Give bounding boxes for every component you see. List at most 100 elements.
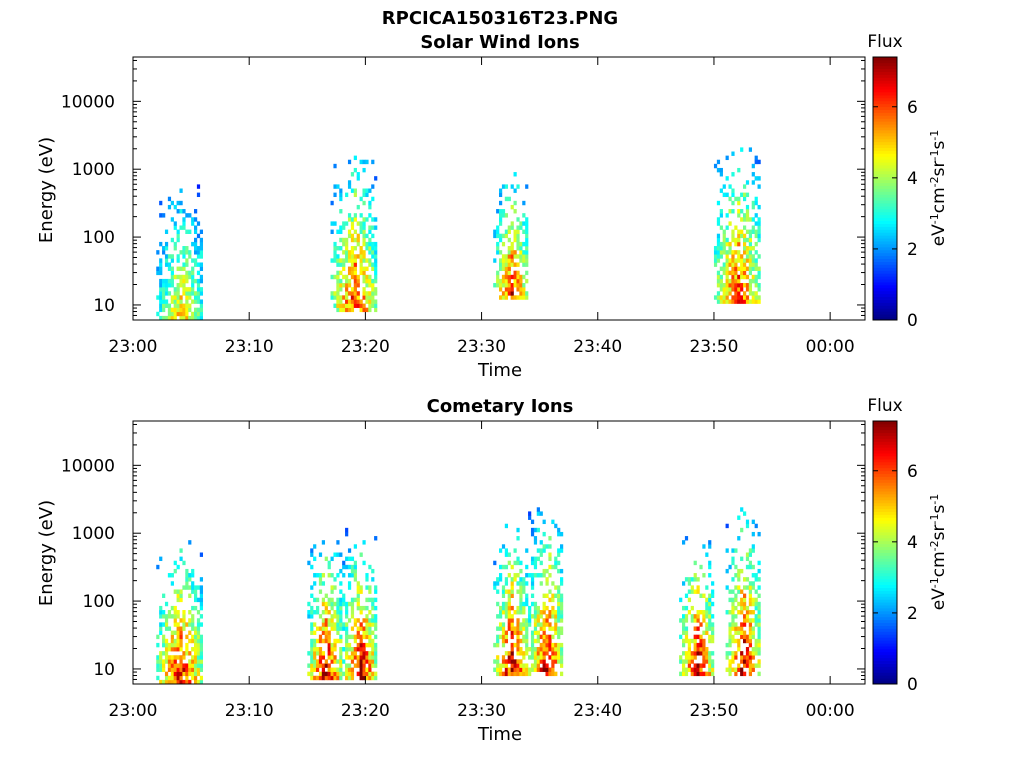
heatmap-cell: [516, 270, 520, 276]
heatmap-cell: [496, 246, 500, 251]
heatmap-cell: [194, 589, 198, 594]
heatmap-cell: [179, 209, 183, 214]
heatmap-cell: [353, 577, 357, 582]
heatmap-cell: [353, 295, 357, 300]
heatmap-cell: [525, 258, 529, 263]
heatmap-cell: [499, 192, 503, 198]
heatmap-cell: [522, 663, 526, 668]
heatmap-cell: [176, 254, 180, 259]
heatmap-cell: [696, 577, 700, 582]
heatmap-cell: [185, 577, 189, 582]
heatmap-cell: [510, 254, 514, 259]
heatmap-cell: [339, 295, 343, 300]
heatmap-cell: [501, 655, 506, 660]
heatmap-cell: [359, 159, 363, 165]
heatmap-cell: [539, 614, 543, 619]
heatmap-cell: [705, 601, 709, 607]
heatmap-cell: [359, 196, 363, 202]
heatmap-cell: [167, 266, 172, 271]
heatmap-cell: [199, 605, 204, 611]
colorbar-segment: [873, 214, 897, 219]
heatmap-cell: [199, 552, 204, 557]
heatmap-cell: [191, 675, 195, 681]
heatmap-cell: [708, 622, 712, 627]
colorbar-segment: [873, 249, 897, 254]
heatmap-cell: [179, 548, 183, 553]
heatmap-cell: [510, 614, 514, 619]
heatmap-cell: [333, 246, 337, 251]
heatmap-cell: [173, 655, 177, 660]
heatmap-cell: [162, 315, 166, 321]
heatmap-cell: [339, 663, 343, 668]
heatmap-cell: [751, 299, 755, 304]
colorbar-segment: [873, 273, 897, 277]
heatmap-cell: [365, 597, 369, 603]
heatmap-cell: [356, 630, 360, 635]
heatmap-cell: [327, 642, 331, 648]
heatmap-cell: [725, 270, 729, 276]
heatmap-cell: [307, 614, 311, 619]
heatmap-cell: [716, 295, 721, 300]
heatmap-cell: [533, 540, 538, 545]
heatmap-cell: [170, 283, 174, 288]
heatmap-cell: [734, 270, 738, 276]
heatmap-cell: [356, 626, 360, 631]
colorbar-segment: [873, 83, 897, 87]
heatmap-cell: [722, 270, 726, 276]
heatmap-cell: [731, 605, 735, 611]
heatmap-cell: [347, 655, 352, 660]
heatmap-cell: [684, 659, 689, 664]
heatmap-cell: [702, 671, 706, 677]
heatmap-cell: [504, 196, 509, 202]
heatmap-cell: [711, 667, 715, 672]
heatmap-cell: [499, 283, 503, 288]
heatmap-cell: [194, 651, 198, 656]
heatmap-cell: [167, 642, 172, 648]
heatmap-cell: [504, 254, 509, 259]
heatmap-cell: [374, 241, 378, 247]
colorbar-title: Flux: [867, 396, 902, 416]
x-tick-label: 23:20: [341, 701, 390, 721]
colorbar-segment: [873, 135, 897, 140]
heatmap-cell: [179, 593, 183, 598]
heatmap-cell: [560, 581, 564, 586]
heatmap-cell: [365, 233, 369, 239]
heatmap-cell: [350, 667, 355, 672]
heatmap-cell: [551, 519, 555, 525]
colorbar-segment: [873, 176, 897, 181]
heatmap-cell: [164, 254, 169, 259]
heatmap-cell: [176, 307, 180, 313]
heatmap-cell: [316, 647, 320, 652]
heatmap-cell: [156, 675, 160, 681]
heatmap-cell: [496, 233, 500, 239]
heatmap-cell: [748, 270, 753, 276]
heatmap-cell: [740, 527, 744, 533]
heatmap-cell: [199, 246, 204, 251]
heatmap-cell: [513, 283, 517, 288]
heatmap-cell: [374, 605, 378, 611]
heatmap-cell: [321, 626, 326, 631]
heatmap-cell: [336, 299, 340, 304]
heatmap-cell: [557, 601, 561, 607]
heatmap-cell: [191, 221, 195, 226]
heatmap-cell: [342, 258, 346, 263]
heatmap-cell: [682, 638, 686, 644]
heatmap-cell: [737, 667, 741, 672]
heatmap-cell: [722, 266, 726, 271]
heatmap-cell: [374, 651, 378, 656]
heatmap-cell: [330, 614, 334, 619]
heatmap-cell: [510, 250, 514, 255]
heatmap-cell: [339, 647, 343, 652]
colorbar-segment: [873, 517, 897, 521]
heatmap-cell: [522, 262, 526, 267]
heatmap-cell: [496, 626, 500, 631]
heatmap-cell: [507, 601, 511, 607]
heatmap-cell: [365, 577, 369, 582]
heatmap-cell: [745, 274, 750, 280]
heatmap-cell: [496, 241, 500, 247]
heatmap-cell: [345, 675, 349, 681]
heatmap-cell: [176, 671, 180, 677]
heatmap-cell: [199, 254, 204, 259]
heatmap-cell: [333, 655, 337, 660]
heatmap-cell: [530, 519, 535, 525]
